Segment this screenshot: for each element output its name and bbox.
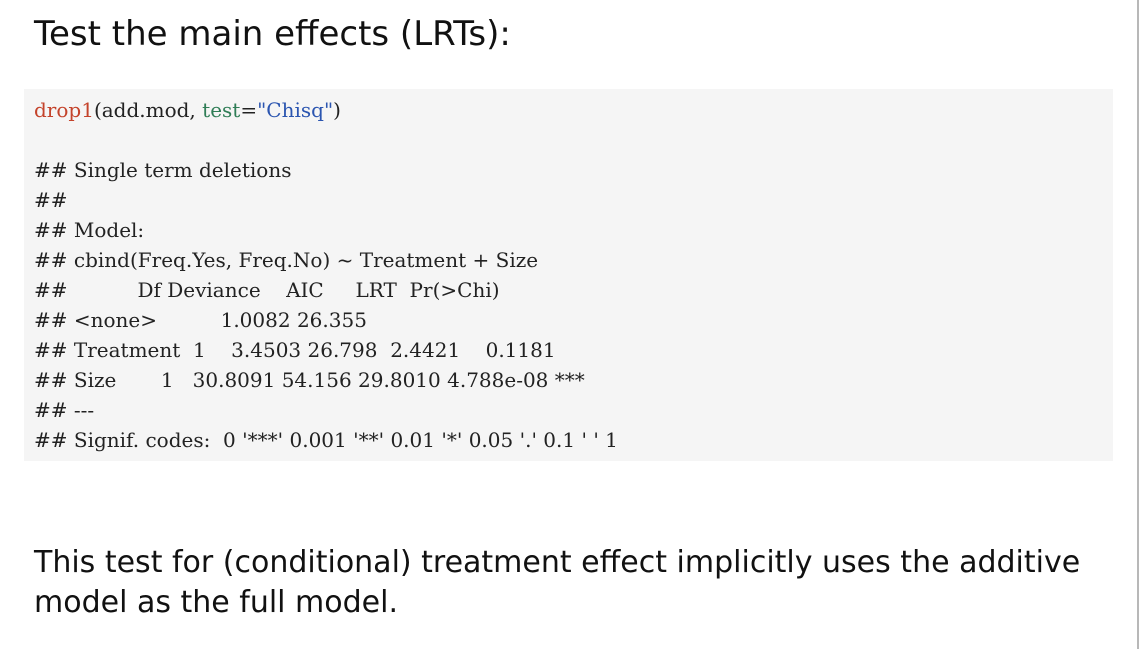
output-table-row: ## Size 1 30.8091 54.156 29.8010 4.788e-… [34, 368, 585, 392]
explanation-paragraph: This test for (conditional) treatment ef… [34, 545, 1081, 620]
blank-line [34, 125, 1113, 155]
output-table-row: ## <none> 1.0082 26.355 [34, 308, 367, 332]
output-line: ## cbind(Freq.Yes, Freq.No) ~ Treatment … [34, 248, 539, 272]
page-edge-divider [1137, 0, 1139, 649]
r-code-block: drop1(add.mod, test="Chisq") ## Single t… [24, 89, 1113, 461]
call-open: (add.mod, [93, 98, 203, 122]
output-signif-codes: ## Signif. codes: 0 '***' 0.001 '**' 0.0… [34, 428, 618, 452]
argument-equals: = [240, 98, 258, 122]
argument-value: "Chisq" [257, 98, 334, 122]
output-line: ## --- [34, 398, 95, 422]
output-line: ## Model: [34, 218, 145, 242]
function-name: drop1 [34, 98, 94, 122]
output-table-row: ## Treatment 1 3.4503 26.798 2.4421 0.11… [34, 338, 556, 362]
argument-name: test [202, 98, 241, 122]
output-line: ## [34, 188, 68, 212]
slide-heading: Test the main effects (LRTs): [34, 14, 511, 54]
code-input-line: drop1(add.mod, test="Chisq") [34, 95, 1113, 125]
output-table-header: ## Df Deviance AIC LRT Pr(>Chi) [34, 278, 500, 302]
call-close: ) [333, 98, 341, 122]
output-line: ## Single term deletions [34, 158, 292, 182]
